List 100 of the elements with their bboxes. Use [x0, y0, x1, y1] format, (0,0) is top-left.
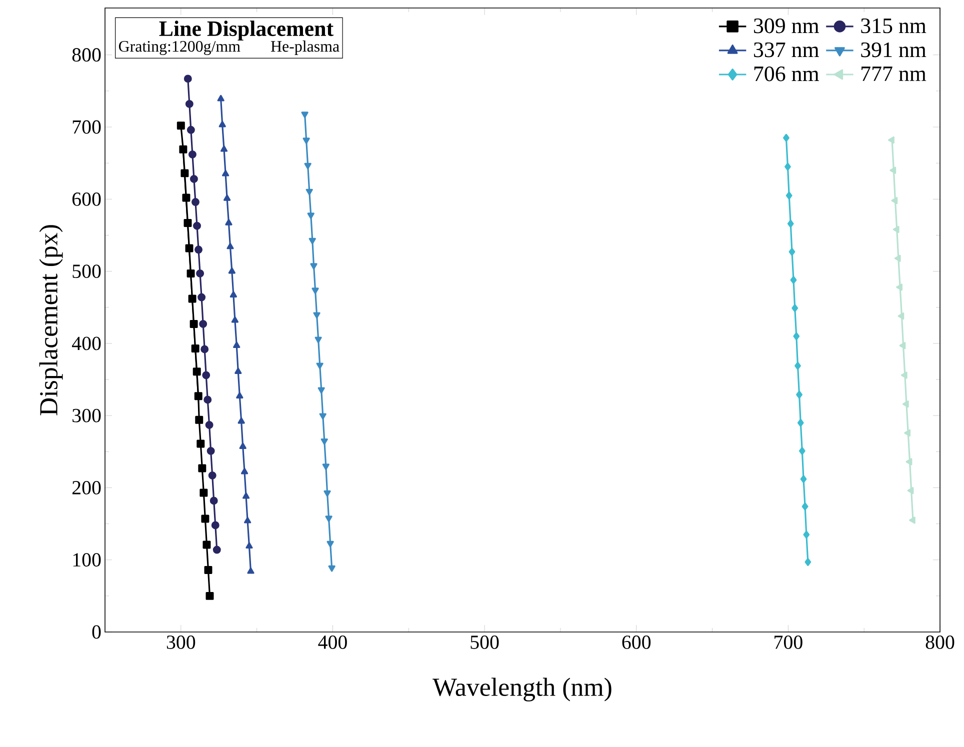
point	[802, 502, 808, 510]
y-tick-label: 300	[72, 408, 101, 422]
y-axis-title: Displacement (px)	[39, 225, 63, 416]
point	[803, 530, 810, 539]
point	[790, 276, 797, 284]
point	[179, 145, 188, 154]
y-tick-label: 200	[72, 481, 101, 494]
point	[308, 238, 316, 244]
point	[198, 293, 206, 302]
point	[900, 372, 908, 379]
point	[316, 362, 324, 370]
x-tick-label: 700	[774, 636, 802, 649]
text: Grating:1200g/mm	[118, 40, 240, 56]
point	[194, 392, 202, 400]
point	[200, 488, 208, 497]
x-tick-label: 600	[622, 636, 651, 649]
point	[182, 194, 190, 202]
point	[224, 194, 231, 201]
point	[233, 342, 240, 348]
point	[902, 400, 909, 408]
point	[907, 487, 914, 494]
point	[185, 100, 194, 108]
point	[204, 566, 212, 574]
point	[208, 471, 216, 480]
point	[202, 371, 210, 380]
point	[898, 312, 904, 320]
point	[201, 514, 210, 523]
point	[222, 170, 230, 176]
point	[205, 420, 214, 429]
point	[784, 162, 791, 171]
annotation: He-plasma	[270, 40, 340, 55]
y-tick-label: 700	[72, 120, 101, 134]
point	[191, 198, 200, 206]
point	[314, 336, 322, 344]
point	[302, 138, 310, 144]
point	[188, 150, 196, 158]
point	[792, 304, 798, 312]
point	[786, 192, 792, 200]
point	[210, 496, 218, 505]
y-tick-label: 100	[73, 553, 101, 567]
point	[199, 320, 208, 328]
point	[226, 242, 234, 250]
text: Line Displacement	[159, 20, 334, 41]
point	[218, 120, 226, 128]
point	[312, 288, 319, 294]
point	[804, 558, 812, 566]
point	[891, 197, 898, 204]
point	[212, 546, 221, 554]
point	[184, 74, 192, 83]
point	[202, 540, 211, 549]
point	[306, 188, 313, 196]
point	[908, 516, 916, 524]
point	[325, 516, 332, 522]
point	[304, 162, 312, 170]
x-tick-label: 300	[166, 636, 196, 649]
point	[186, 269, 195, 278]
point	[888, 136, 894, 144]
point	[239, 442, 246, 449]
legend-label: 391 nm	[861, 42, 926, 58]
point	[310, 263, 318, 270]
point	[904, 429, 911, 436]
point	[320, 438, 328, 445]
point	[242, 492, 250, 499]
point	[230, 291, 237, 298]
x-tick-label: 400	[318, 636, 347, 649]
y-tick-label: 400	[72, 336, 101, 350]
point	[238, 417, 245, 424]
point	[318, 387, 325, 394]
point	[301, 112, 308, 118]
legend-label: 777 nm	[862, 66, 926, 81]
point	[231, 316, 239, 323]
point	[793, 332, 800, 340]
y-tick-label: 800	[72, 48, 101, 62]
point	[200, 345, 209, 354]
x-tick-label: 500	[470, 636, 499, 649]
point	[794, 362, 801, 370]
point	[328, 565, 336, 572]
y-tick-label: 600	[72, 192, 101, 206]
point	[788, 248, 796, 256]
point	[313, 312, 320, 319]
point	[204, 396, 212, 404]
legend-label: 706 nm	[754, 66, 819, 82]
point	[194, 246, 203, 254]
legend-label: 315 nm	[861, 18, 926, 34]
point	[783, 134, 790, 142]
point	[906, 458, 912, 466]
point	[797, 418, 804, 427]
point	[236, 392, 244, 398]
point	[228, 267, 236, 274]
point	[195, 416, 204, 424]
point	[892, 226, 900, 234]
point	[184, 218, 192, 227]
point	[188, 294, 196, 303]
point	[190, 320, 198, 328]
point	[307, 212, 314, 220]
point	[206, 592, 214, 600]
point	[894, 254, 901, 262]
point	[244, 516, 252, 524]
point	[319, 413, 326, 420]
point	[186, 126, 195, 134]
